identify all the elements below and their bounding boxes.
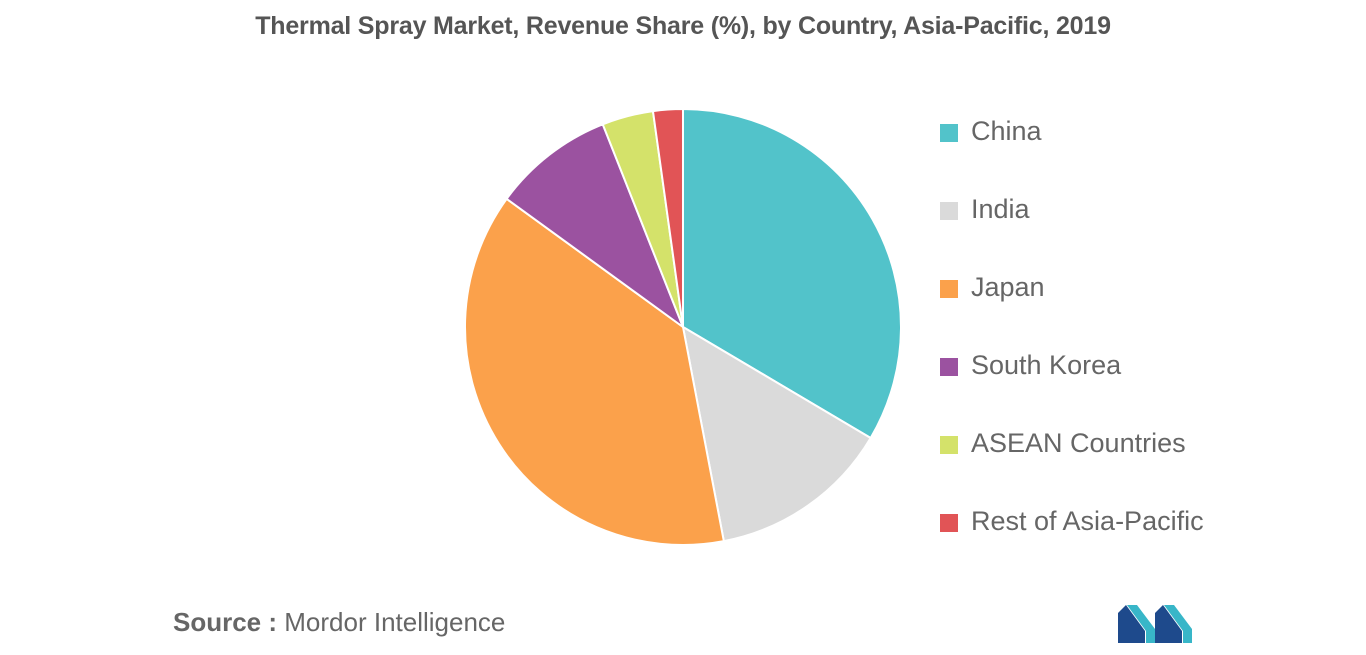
legend-swatch <box>940 280 958 298</box>
legend-swatch <box>940 202 958 220</box>
legend-swatch <box>940 514 958 532</box>
source-note: Source : Mordor Intelligence <box>173 607 505 638</box>
source-label: Source : <box>173 607 278 637</box>
legend-label: India <box>971 194 1030 224</box>
mordor-intelligence-logo-icon <box>1118 605 1192 643</box>
legend-swatch <box>940 436 958 454</box>
chart-title: Thermal Spray Market, Revenue Share (%),… <box>255 12 1111 40</box>
source-text: Mordor Intelligence <box>284 607 506 637</box>
legend-label: Rest of Asia-Pacific <box>971 506 1204 536</box>
legend-label: China <box>971 116 1042 146</box>
pie-slice-rest-of-asia-pacific <box>651 108 684 328</box>
pie-slice-india <box>682 326 872 543</box>
pie-slice-south-korea <box>505 123 684 328</box>
legend-label: ASEAN Countries <box>971 428 1186 458</box>
legend-label: Japan <box>971 272 1045 302</box>
pie-slice-china <box>682 108 902 439</box>
legend-swatch <box>940 358 958 376</box>
pie-slice-japan <box>464 197 725 546</box>
legend-swatch <box>940 124 958 142</box>
legend-label: South Korea <box>971 350 1122 380</box>
